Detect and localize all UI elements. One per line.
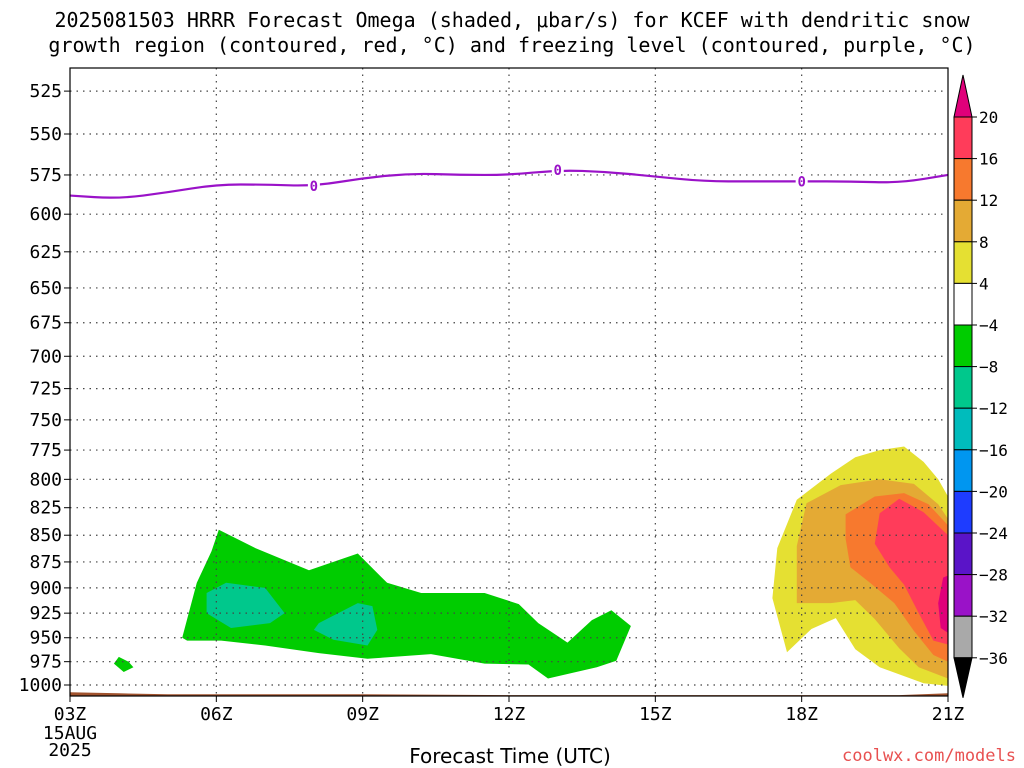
colorbar-label: −8 (979, 358, 998, 377)
omega-region-2 (206, 582, 285, 628)
x-date-label: 15AUG (43, 723, 97, 744)
x-tick-label: 18Z (785, 704, 818, 725)
colorbar-label: −16 (979, 441, 1008, 460)
colorbar-label: −32 (979, 607, 1008, 626)
x-axis-label: Forecast Time (UTC) (409, 744, 611, 768)
x-tick-label: 12Z (493, 704, 526, 725)
omega-region-0 (113, 656, 134, 672)
freezing-label-bg-0 (307, 178, 320, 195)
y-tick-label: 525 (29, 81, 62, 102)
y-tick-label: 675 (29, 313, 62, 334)
colorbar-label: −28 (979, 566, 1008, 585)
colorbar-swatch (953, 199, 973, 243)
site-credit: coolwx.com/models (842, 746, 1016, 766)
freezing-level-line (69, 169, 949, 199)
x-tick-label: 06Z (200, 704, 233, 725)
x-tick-label: 15Z (639, 704, 672, 725)
colorbar-swatch (953, 490, 973, 534)
y-tick-label: 1000 (19, 675, 62, 696)
freezing-level-label: 0 (554, 163, 562, 179)
y-tick-label: 925 (29, 603, 62, 624)
colorbar-swatch (953, 158, 973, 201)
omega-region-3 (313, 603, 378, 646)
colorbar-label: −4 (979, 316, 998, 335)
colorbar: 20 16 12 8 4 −4 −8 −12 −16 −20 −24 −28 −32 −36 (953, 74, 1008, 698)
y-tick-label: 975 (29, 652, 62, 673)
freezing-level-label: 0 (310, 179, 318, 195)
colorbar-swatch (953, 615, 973, 659)
y-tick-label: 600 (29, 204, 62, 225)
colorbar-swatch (953, 407, 973, 451)
terrain-surface (70, 692, 948, 696)
colorbar-swatch (953, 324, 973, 368)
colorbar-label: −36 (979, 649, 1008, 668)
colorbar-label: 8 (979, 233, 989, 252)
y-axis-pressure-ticks: 525 550 575 600 625 650 675 700 725 750 775 800 825 8… (19, 81, 70, 696)
x-tick-label: 21Z (932, 704, 965, 725)
colorbar-label: 16 (979, 150, 998, 169)
y-tick-label: 650 (29, 278, 62, 299)
y-tick-label: 550 (29, 124, 62, 145)
colorbar-swatch (953, 116, 973, 160)
colorbar-label: −24 (979, 524, 1008, 543)
y-tick-label: 825 (29, 498, 62, 519)
chart-title: 2025081503 HRRR Forecast Omega (shaded, … (0, 8, 1024, 58)
colorbar-swatch (953, 574, 973, 617)
colorbar-label: 12 (979, 191, 998, 210)
colorbar-swatch (953, 532, 973, 576)
terrain-fill (70, 692, 948, 696)
freezing-level-label: 0 (797, 174, 805, 190)
x-tick-label: 03Z (54, 704, 87, 725)
freezing-label-bg-1 (551, 162, 564, 179)
y-tick-label: 875 (29, 552, 62, 573)
colorbar-label: 20 (979, 108, 998, 127)
omega-region-1 (182, 529, 631, 679)
colorbar-label: −20 (979, 482, 1008, 501)
y-tick-label: 850 (29, 525, 62, 546)
freezing-label-bg-2 (795, 173, 808, 190)
y-tick-label: 900 (29, 578, 62, 599)
x-tick-label: 09Z (346, 704, 379, 725)
colorbar-swatch (953, 282, 973, 326)
y-tick-label: 950 (29, 628, 62, 649)
x-date-label: 2025 (48, 740, 91, 761)
omega-shading (113, 446, 948, 686)
y-tick-label: 775 (29, 440, 62, 461)
y-tick-label: 625 (29, 242, 62, 263)
colorbar-label: −12 (979, 399, 1008, 418)
chart-title-line-1: 2025081503 HRRR Forecast Omega (shaded, … (54, 8, 970, 32)
omega-region-7 (874, 498, 948, 645)
y-tick-label: 700 (29, 346, 62, 367)
chart-title-line-2: growth region (contoured, red, °C) and f… (48, 33, 976, 57)
colorbar-top-arrow (953, 74, 973, 118)
colorbar-label: 4 (979, 274, 989, 293)
y-tick-label: 725 (29, 379, 62, 400)
colorbar-swatch (953, 366, 973, 409)
omega-region-8 (938, 575, 948, 633)
y-tick-label: 750 (29, 410, 62, 431)
colorbar-swatch (953, 449, 973, 492)
colorbar-bottom-arrow (953, 657, 973, 698)
grid-lines (70, 68, 948, 696)
y-tick-label: 800 (29, 469, 62, 490)
y-tick-label: 575 (29, 165, 62, 186)
colorbar-swatch (953, 241, 973, 284)
freezing-level: 0 0 0 (69, 162, 949, 199)
